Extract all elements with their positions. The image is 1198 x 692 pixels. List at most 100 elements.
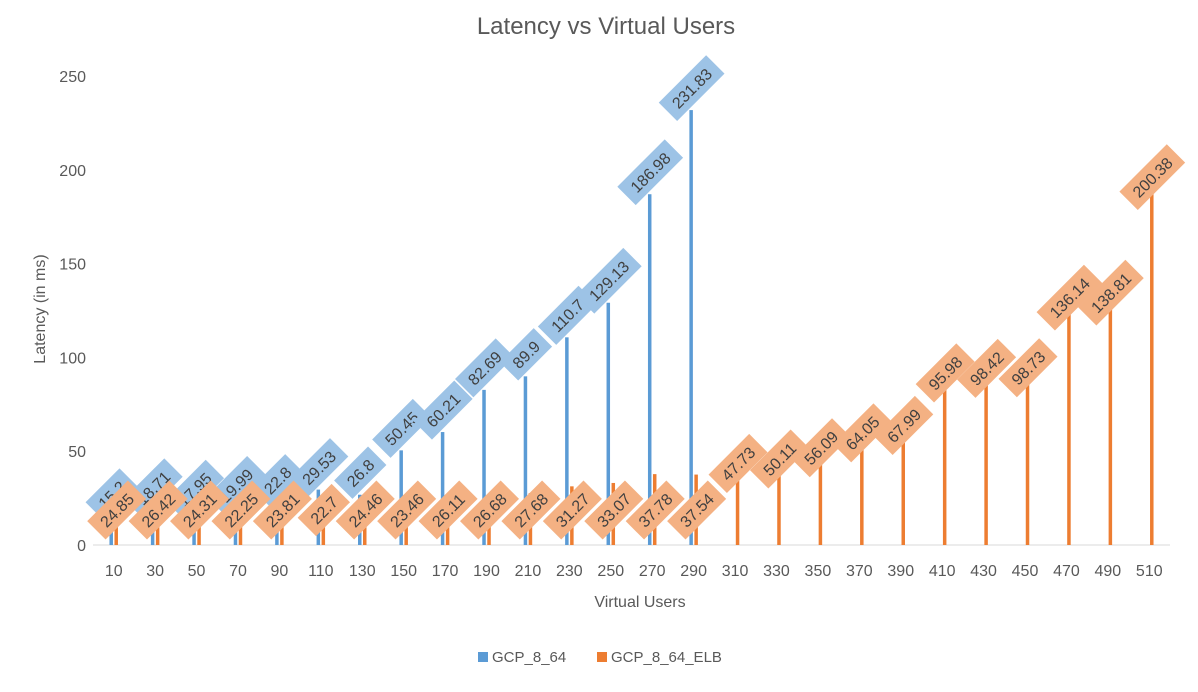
y-tick-label: 0	[77, 538, 86, 555]
data-labels-group: 15.2 18.71 17.95 19.99 22.8 29.53 26.850.45 60.…	[85, 55, 1186, 540]
x-tick-label: 130	[349, 563, 376, 580]
x-tick-label: 310	[722, 563, 749, 580]
x-tick-label: 350	[805, 563, 832, 580]
x-tick-label: 30	[146, 563, 164, 580]
bar-gcp-8-64-elb	[984, 360, 988, 545]
data-label-box	[1077, 259, 1144, 326]
x-tick-label: 470	[1053, 563, 1080, 580]
x-tick-label: 50	[188, 563, 206, 580]
data-label-box	[1119, 144, 1186, 210]
bar-gcp-8-64-elb	[1150, 169, 1154, 546]
x-tick-label: 390	[887, 563, 914, 580]
data-label-box	[957, 338, 1017, 398]
data-label-box	[584, 480, 644, 540]
x-axis-label: Virtual Users	[594, 594, 685, 611]
y-tick-label: 100	[59, 350, 86, 367]
x-tick-label: 510	[1136, 563, 1163, 580]
legend: GCP_8_64 GCP_8_64_ELB	[478, 649, 722, 666]
bar-gcp-8-64-elb	[1108, 284, 1113, 545]
x-tick-label: 250	[597, 563, 624, 580]
x-tick-label: 70	[229, 563, 247, 580]
bar-gcp-8-64-elb	[1025, 359, 1030, 545]
x-tick-label: 210	[515, 563, 542, 580]
data-label-box	[335, 480, 395, 540]
x-tick-label: 190	[473, 563, 500, 580]
y-tick-label: 200	[59, 163, 86, 180]
data-label-box	[874, 395, 934, 455]
data-label-box	[542, 480, 602, 540]
bar-gcp-8-64-elb	[860, 424, 864, 545]
x-tick-label: 150	[390, 563, 417, 580]
data-label-box	[501, 480, 561, 540]
data-label-box	[85, 468, 138, 521]
data-label-box	[377, 480, 437, 540]
x-tick-label: 370	[846, 563, 873, 580]
bar-gcp-8-64	[565, 337, 569, 545]
bar-gcp-8-64	[523, 376, 528, 545]
data-label-box	[334, 446, 387, 499]
x-tick-label: 10	[105, 563, 123, 580]
y-tick-label: 150	[59, 257, 86, 274]
y-axis-label: Latency (in ms)	[32, 254, 49, 363]
bar-gcp-8-64	[689, 110, 693, 546]
bar-gcp-8-64	[647, 194, 652, 545]
bar-gcp-8-64-elb	[901, 417, 905, 545]
x-tick-label: 430	[970, 563, 997, 580]
bar-gcp-8-64-elb	[735, 455, 740, 545]
data-label-box	[667, 480, 727, 540]
bar-gcp-8-64	[482, 389, 486, 545]
data-label-box	[832, 403, 892, 463]
x-tick-label: 230	[556, 563, 583, 580]
bar-gcp-8-64-elb	[777, 450, 781, 545]
data-label-box	[499, 328, 553, 381]
data-label-box	[211, 480, 271, 540]
y-tick-label: 250	[59, 69, 86, 86]
data-label-box	[658, 55, 725, 121]
x-tick-label: 110	[308, 563, 334, 580]
bar-gcp-8-64-elb	[942, 364, 947, 545]
data-label-box	[454, 338, 515, 398]
x-axis-ticks: 10 30 50 70 90 110 130 150 170 190 210 230 250 270 290…	[105, 563, 1163, 580]
x-tick-label: 290	[680, 563, 707, 580]
data-label-box	[1036, 264, 1103, 331]
data-label-box	[170, 480, 230, 540]
x-tick-label: 450	[1012, 563, 1039, 580]
data-label: 186.98	[617, 139, 684, 206]
data-label: 29.53	[289, 438, 349, 498]
data-label: 89.9	[499, 328, 553, 381]
x-tick-label: 170	[432, 563, 459, 580]
bar-gcp-8-64	[440, 432, 445, 545]
x-tick-label: 330	[763, 563, 790, 580]
bar-gcp-8-64-elb	[818, 439, 823, 545]
data-label-box	[791, 418, 851, 478]
x-tick-label: 410	[929, 563, 956, 580]
data-label-box	[708, 433, 768, 493]
data-label: 82.69	[454, 338, 515, 398]
data-label-box	[128, 480, 188, 540]
y-tick-label: 50	[68, 444, 86, 461]
data-label-box	[749, 429, 810, 489]
data-label: 138.81	[1077, 259, 1144, 326]
data-label-box	[87, 480, 147, 540]
bar-gcp-8-64-elb	[1067, 289, 1071, 545]
data-label-box	[413, 380, 473, 440]
legend-label: GCP_8_64	[492, 649, 566, 666]
data-label-box	[289, 438, 349, 498]
bar-gcp-8-64	[606, 302, 611, 545]
data-label-box	[252, 480, 312, 540]
data-label-box	[459, 480, 520, 540]
legend-label: GCP_8_64_ELB	[611, 649, 722, 666]
data-label-box	[297, 483, 350, 537]
data-label: 26.11	[418, 480, 478, 540]
data-label-box	[617, 139, 684, 206]
x-tick-label: 270	[639, 563, 666, 580]
data-label-box	[418, 480, 478, 540]
data-label-box	[575, 247, 642, 314]
x-tick-label: 490	[1095, 563, 1122, 580]
chart-title: Latency vs Virtual Users	[477, 13, 735, 40]
data-label-box	[372, 398, 432, 458]
data-label-box	[998, 338, 1058, 398]
data-label-box	[915, 343, 975, 403]
